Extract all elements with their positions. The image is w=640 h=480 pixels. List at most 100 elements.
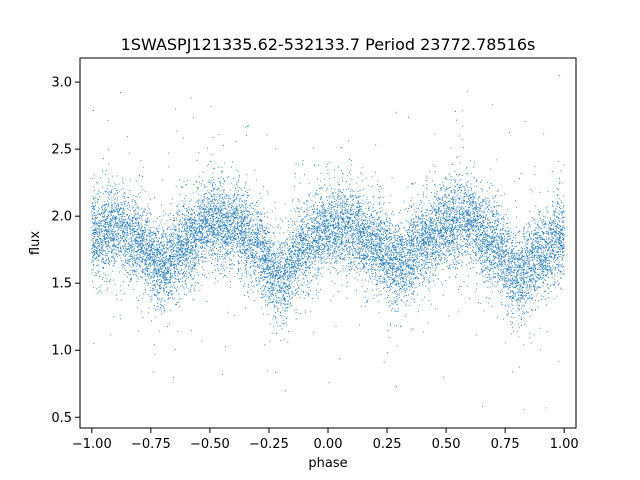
data-point [375,246,376,248]
data-point [170,219,172,220]
data-point [272,253,274,255]
data-point [113,241,115,243]
data-point [176,269,178,271]
data-point [175,256,177,258]
data-point [472,267,474,269]
data-point [430,228,432,230]
data-point [550,246,552,248]
data-point [185,237,187,239]
data-point [244,262,246,264]
data-point [316,222,318,224]
data-point [98,224,100,226]
data-point [223,178,224,180]
data-point [506,270,508,272]
data-point [155,236,157,238]
data-point [169,280,171,282]
data-point [297,211,299,212]
data-point [502,265,504,267]
data-point [270,269,271,270]
data-point [282,220,283,222]
data-point [501,256,503,258]
data-point [444,238,446,240]
data-point [410,236,412,238]
data-point [291,239,293,241]
data-point [382,262,384,263]
data-point [562,232,564,234]
data-point [473,225,475,227]
data-point [129,280,131,282]
data-point [214,258,216,259]
data-point [381,253,383,255]
data-point [292,198,294,200]
data-point [327,226,329,228]
data-point [187,254,189,256]
data-point [392,269,394,271]
data-point [394,225,396,227]
data-point [187,239,189,241]
data-point [474,227,476,229]
data-point [468,298,470,299]
data-point [533,256,535,258]
data-point [330,213,332,215]
data-point [286,279,288,281]
data-point [337,195,339,197]
data-point [552,237,554,239]
data-point [202,246,204,248]
data-point [254,169,256,171]
data-point [541,266,543,267]
data-point [160,310,162,312]
data-point [518,299,520,301]
data-point [420,254,422,256]
data-point [278,256,280,258]
data-point [383,264,384,266]
data-point [479,217,481,219]
data-point [262,186,264,188]
data-point [153,262,154,264]
data-point [214,197,216,199]
data-point [435,210,437,212]
data-point [536,287,538,289]
data-point [153,344,155,345]
data-point [230,218,232,220]
data-point [107,197,109,199]
data-point [217,226,219,227]
data-point [213,212,215,214]
data-point [344,257,346,258]
data-point [240,267,242,269]
data-point [536,239,538,241]
data-point [208,235,210,237]
data-point [313,212,315,214]
data-point [268,288,270,289]
data-point [131,225,133,227]
data-point [264,239,266,241]
data-point [531,275,533,277]
data-point [269,323,271,325]
data-point [257,245,258,247]
data-point [436,191,438,193]
data-point [166,272,168,274]
data-point [368,264,370,266]
data-point [215,184,216,186]
data-point [258,279,260,281]
data-point [385,261,387,263]
data-point [314,211,316,212]
data-point [236,234,238,235]
data-point [449,241,450,243]
data-point [347,218,348,220]
data-point [287,221,289,222]
data-point [267,280,269,282]
data-point [121,264,123,266]
data-point [135,237,137,239]
data-point [449,224,451,226]
data-point [350,224,352,226]
data-point [188,291,190,293]
data-point [505,265,507,267]
data-point [104,230,105,232]
data-point [181,285,183,286]
data-point [424,224,426,226]
data-point [368,231,370,233]
data-point [440,229,442,231]
data-point [213,244,215,246]
data-point [301,265,302,267]
data-point [164,310,166,312]
